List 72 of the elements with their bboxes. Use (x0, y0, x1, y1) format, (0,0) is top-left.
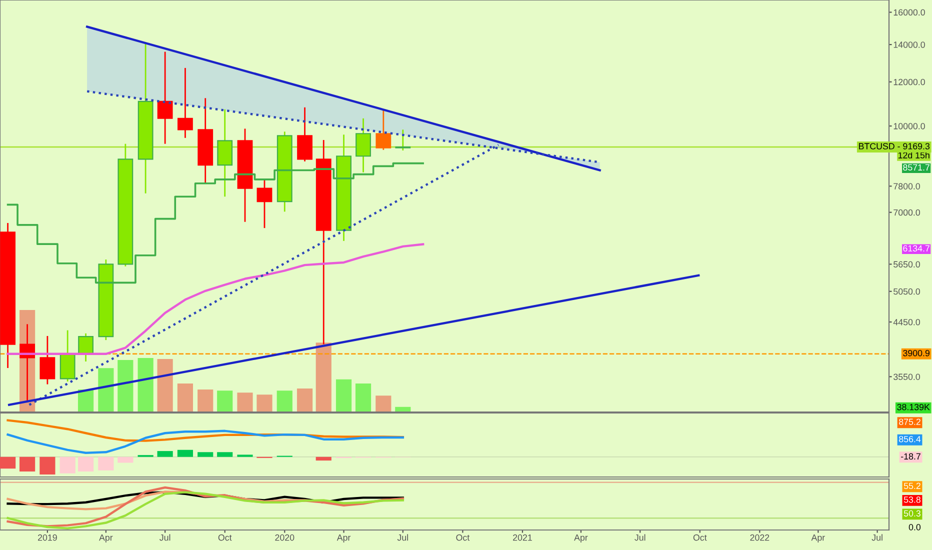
bar (355, 383, 372, 412)
x-tick-label: Jul (160, 534, 170, 541)
bar (316, 342, 332, 412)
ref-line-label: BTCUSD - 9169.3 (859, 143, 930, 150)
bar (198, 452, 214, 457)
candlestick (40, 335, 56, 385)
bar (217, 390, 233, 412)
y-tick-label: 16000.0 (894, 9, 925, 16)
bar (118, 360, 134, 412)
x-tick-label: Jul (397, 534, 408, 541)
bar (177, 383, 194, 412)
bar (276, 390, 292, 412)
x-tick-label: 2021 (513, 534, 532, 541)
bar (118, 456, 134, 463)
candlestick (256, 178, 272, 229)
ref-line-label: 3900.9 (903, 350, 930, 356)
bar (198, 390, 214, 412)
candlestick (78, 332, 94, 362)
x-tick-label: 2019 (38, 534, 57, 541)
bar (138, 358, 154, 412)
bar (237, 392, 253, 412)
x-tick-label: 2020 (275, 534, 294, 541)
bar (217, 452, 233, 457)
y-tick-label: 4450.0 (893, 319, 920, 326)
x-tick-label: Oct (218, 534, 232, 541)
text: 875.2 (899, 418, 920, 425)
x-tick-label: Apr (99, 534, 113, 542)
bar (78, 456, 94, 472)
x-tick-label: Oct (456, 534, 470, 541)
bar (98, 456, 114, 470)
y-tick-label: 12000.0 (894, 78, 925, 86)
x-tick-label: Jul (872, 534, 882, 541)
text: -18.7 (901, 453, 920, 460)
bar (316, 456, 332, 461)
x-tick-label: Apr (336, 534, 351, 542)
text: 50.3 (904, 510, 920, 517)
y-tick-label: 7000.0 (894, 209, 920, 216)
x-tick-label: Apr (574, 534, 588, 542)
candlestick (178, 67, 193, 139)
bar (296, 388, 313, 412)
text: 38.139K (897, 404, 930, 410)
bar (0, 456, 16, 469)
bar (157, 451, 173, 457)
text: 53.8 (904, 496, 921, 503)
y-tick-label: 10000.0 (894, 123, 925, 130)
candlestick (395, 128, 411, 152)
text: 0.0 (908, 524, 921, 530)
bar (376, 396, 392, 412)
text: 55.2 (904, 482, 920, 490)
text: 856.4 (899, 436, 921, 442)
y-tick-label: 3550.0 (894, 374, 920, 380)
text: 6134.7 (903, 245, 930, 252)
x-tick-label: Apr (811, 534, 825, 542)
bar (19, 456, 36, 472)
x-tick-label: Oct (693, 534, 707, 541)
y-tick-label: 5650.0 (894, 261, 920, 268)
y-tick-label: 5050.0 (894, 288, 920, 295)
bar (40, 456, 56, 474)
bar (157, 358, 173, 412)
bar (98, 368, 114, 412)
bar (60, 456, 76, 474)
x-tick-label: 2022 (750, 534, 770, 541)
candlestick (297, 106, 312, 162)
y-tick-label: 7800.0 (894, 183, 920, 190)
bar (256, 394, 272, 412)
candlestick (376, 108, 392, 151)
y-tick-label: 14000.0 (894, 42, 925, 48)
x-tick-label: Jul (634, 534, 646, 541)
bar (336, 379, 352, 412)
bar (177, 450, 194, 457)
candlestick (157, 51, 173, 145)
text: 8571.7 (903, 164, 930, 171)
